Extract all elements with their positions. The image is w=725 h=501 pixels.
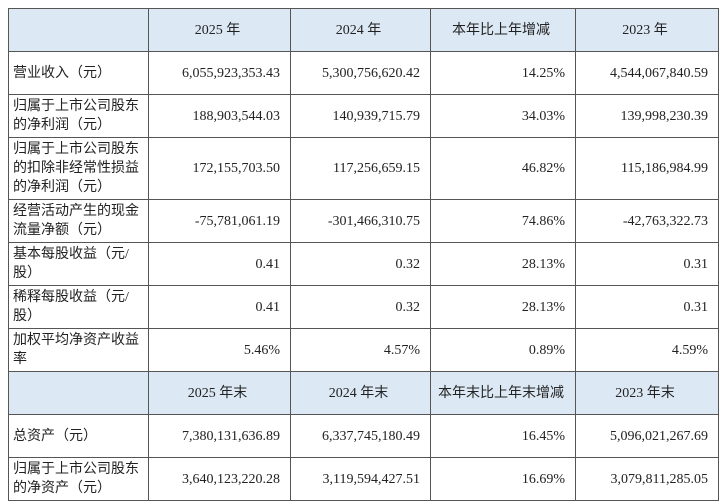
data-row: 营业收入（元） 6,055,923,353.43 5,300,756,620.42 1… bbox=[8, 51, 719, 95]
row-label: 稀释每股收益（元/股） bbox=[8, 285, 149, 329]
value-cell: -301,466,310.75 bbox=[290, 199, 431, 243]
row-label: 归属于上市公司股东的净资产（元） bbox=[8, 457, 149, 501]
value-cell: 0.89% bbox=[430, 328, 576, 372]
data-row: 基本每股收益（元/股） 0.41 0.32 28.13% 0.31 bbox=[8, 242, 719, 286]
value-cell: 3,079,811,285.05 bbox=[575, 457, 719, 501]
data-row: 归属于上市公司股东的扣除非经常性损益的净利润（元） 172,155,703.50 1… bbox=[8, 137, 719, 200]
header-cell bbox=[8, 8, 149, 52]
data-row: 稀释每股收益（元/股） 0.41 0.32 28.13% 0.31 bbox=[8, 285, 719, 329]
header-cell: 本年比上年增减 bbox=[430, 8, 576, 52]
value-cell: 28.13% bbox=[430, 242, 576, 286]
row-label: 总资产（元） bbox=[8, 414, 149, 458]
row-label: 加权平均净资产收益率 bbox=[8, 328, 149, 372]
row-label: 经营活动产生的现金流量净额（元） bbox=[8, 199, 149, 243]
value-cell: 115,186,984.99 bbox=[575, 137, 719, 200]
row-label: 归属于上市公司股东的扣除非经常性损益的净利润（元） bbox=[8, 137, 149, 200]
value-cell: 14.25% bbox=[430, 51, 576, 95]
row-label: 营业收入（元） bbox=[8, 51, 149, 95]
value-cell: 140,939,715.79 bbox=[290, 94, 431, 138]
header-cell: 2023 年末 bbox=[575, 371, 719, 415]
value-cell: 4,544,067,840.59 bbox=[575, 51, 719, 95]
value-cell: 34.03% bbox=[430, 94, 576, 138]
header-cell: 2025 年末 bbox=[148, 371, 291, 415]
data-row: 总资产（元） 7,380,131,636.89 6,337,745,180.49 16… bbox=[8, 414, 719, 458]
header-row: 2025 年 2024 年本年比上年增减 2023 年 bbox=[8, 8, 719, 52]
header-cell: 本年末比上年末增减 bbox=[430, 371, 576, 415]
value-cell: -75,781,061.19 bbox=[148, 199, 291, 243]
value-cell: 28.13% bbox=[430, 285, 576, 329]
value-cell: 117,256,659.15 bbox=[290, 137, 431, 200]
value-cell: 46.82% bbox=[430, 137, 576, 200]
value-cell: 7,380,131,636.89 bbox=[148, 414, 291, 458]
table-body: 2025 年 2024 年本年比上年增减 2023 年营业收入（元） 6,055,92… bbox=[8, 8, 719, 501]
value-cell: 4.59% bbox=[575, 328, 719, 372]
data-row: 归属于上市公司股东的净资产（元） 3,640,123,220.28 3,119,59… bbox=[8, 457, 719, 501]
header-cell bbox=[8, 371, 149, 415]
value-cell: 5,300,756,620.42 bbox=[290, 51, 431, 95]
value-cell: 0.32 bbox=[290, 242, 431, 286]
value-cell: 139,998,230.39 bbox=[575, 94, 719, 138]
value-cell: 4.57% bbox=[290, 328, 431, 372]
value-cell: 74.86% bbox=[430, 199, 576, 243]
data-row: 归属于上市公司股东的净利润（元） 188,903,544.03 140,939,71… bbox=[8, 94, 719, 138]
value-cell: 5.46% bbox=[148, 328, 291, 372]
value-cell: 16.69% bbox=[430, 457, 576, 501]
header-row: 2025 年末 2024 年末 本年末比上年末增减 2023 年末 bbox=[8, 371, 719, 415]
header-cell: 2025 年 bbox=[148, 8, 291, 52]
value-cell: 0.31 bbox=[575, 242, 719, 286]
row-label: 归属于上市公司股东的净利润（元） bbox=[8, 94, 149, 138]
value-cell: 16.45% bbox=[430, 414, 576, 458]
data-row: 加权平均净资产收益率 5.46% 4.57% 0.89% 4.59% bbox=[8, 328, 719, 372]
value-cell: 3,640,123,220.28 bbox=[148, 457, 291, 501]
value-cell: 0.32 bbox=[290, 285, 431, 329]
value-cell: 0.31 bbox=[575, 285, 719, 329]
financial-table: 2025 年 2024 年本年比上年增减 2023 年营业收入（元） 6,055,92… bbox=[8, 8, 719, 501]
header-cell: 2024 年末 bbox=[290, 371, 431, 415]
data-row: 经营活动产生的现金流量净额（元） -75,781,061.19 -301,466,3… bbox=[8, 199, 719, 243]
value-cell: 188,903,544.03 bbox=[148, 94, 291, 138]
value-cell: 0.41 bbox=[148, 242, 291, 286]
value-cell: 5,096,021,267.69 bbox=[575, 414, 719, 458]
header-cell: 2023 年 bbox=[575, 8, 719, 52]
header-cell: 2024 年 bbox=[290, 8, 431, 52]
value-cell: 6,337,745,180.49 bbox=[290, 414, 431, 458]
value-cell: 6,055,923,353.43 bbox=[148, 51, 291, 95]
row-label: 基本每股收益（元/股） bbox=[8, 242, 149, 286]
value-cell: -42,763,322.73 bbox=[575, 199, 719, 243]
value-cell: 172,155,703.50 bbox=[148, 137, 291, 200]
value-cell: 3,119,594,427.51 bbox=[290, 457, 431, 501]
value-cell: 0.41 bbox=[148, 285, 291, 329]
